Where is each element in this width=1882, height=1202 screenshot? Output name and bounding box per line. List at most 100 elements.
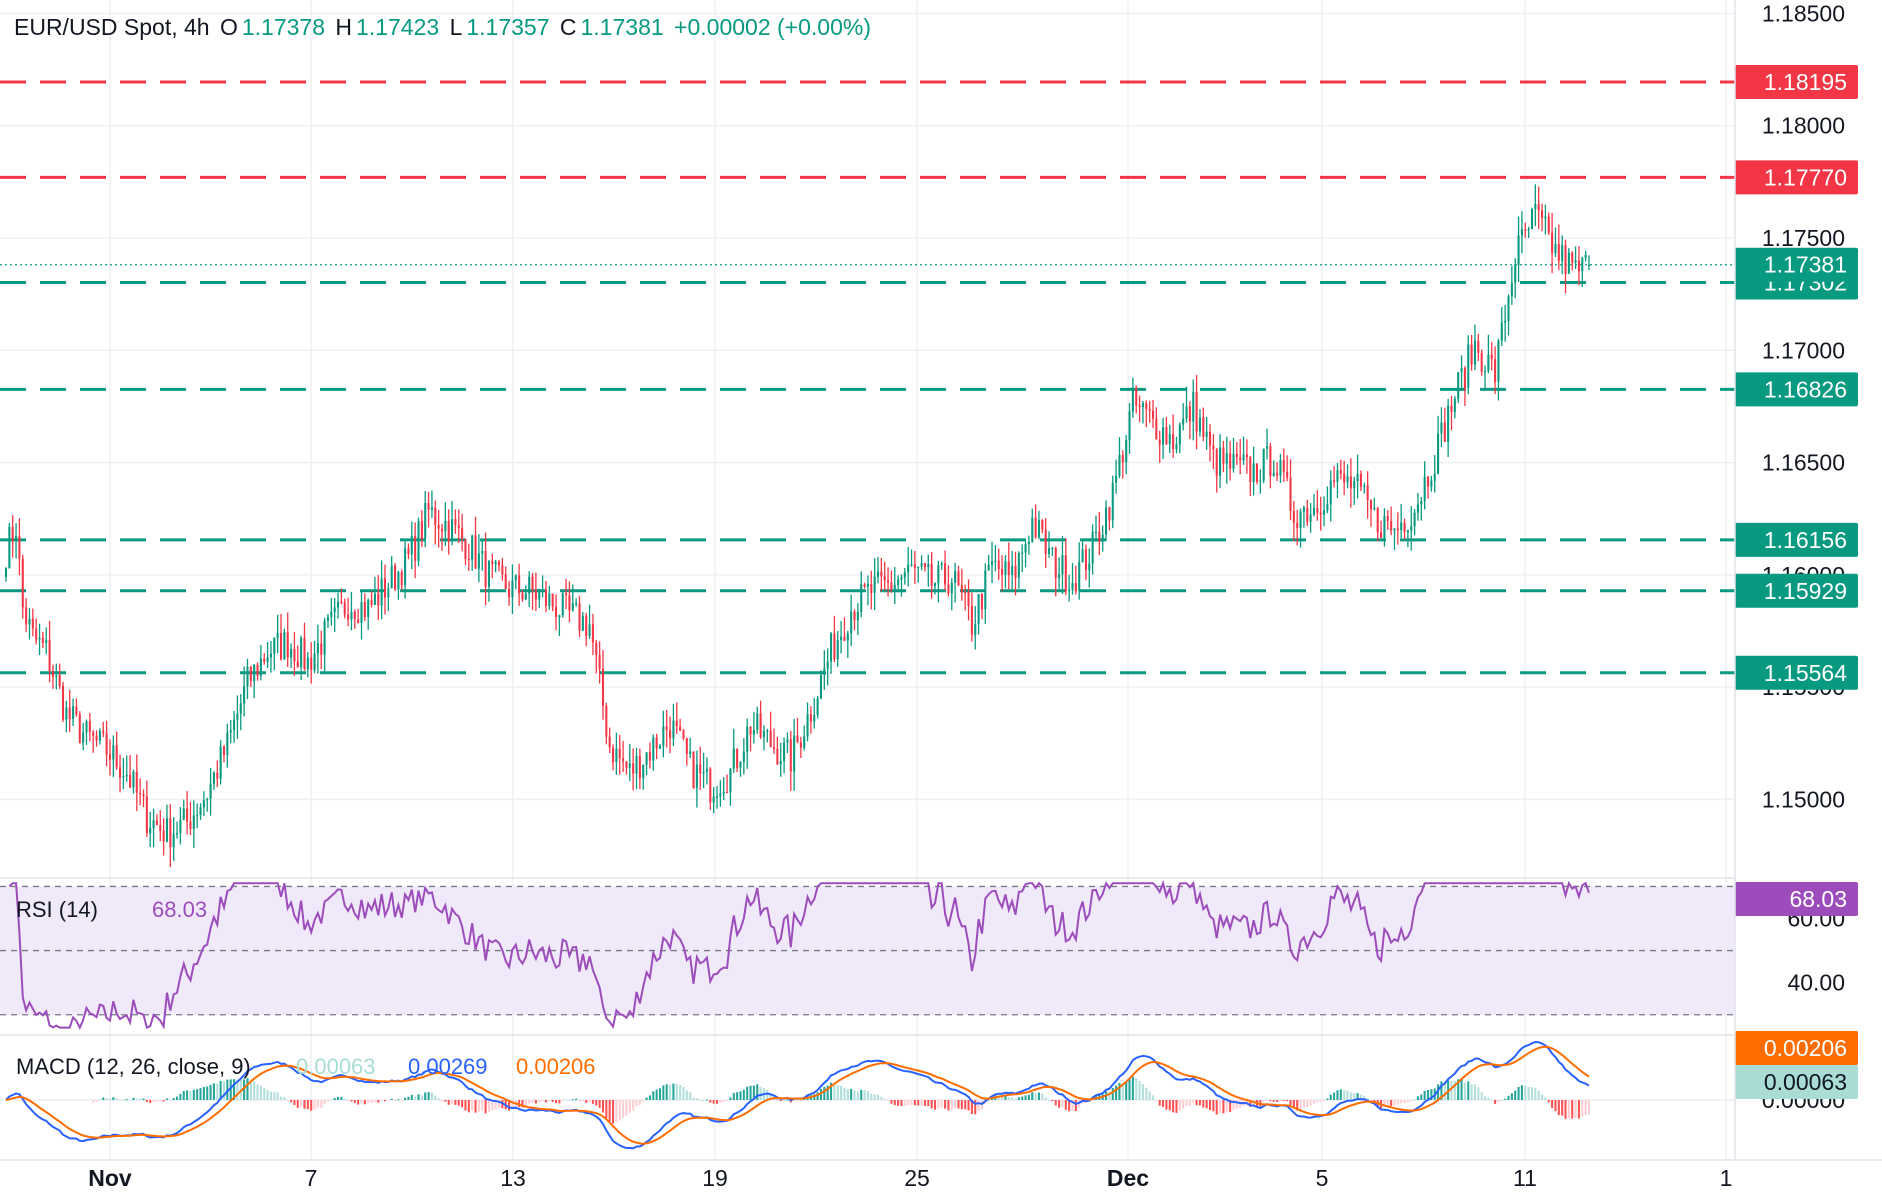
macd-histogram-bar	[1504, 1098, 1507, 1100]
macd-histogram-bar	[866, 1091, 869, 1100]
candle-body	[92, 732, 95, 736]
macd-histogram-bar	[954, 1100, 957, 1109]
candle-body	[41, 637, 44, 643]
resistance-level-badge	[1735, 160, 1858, 195]
macd-hist-badge-text: 0.00063	[1764, 1069, 1847, 1095]
macd-histogram-bar	[1282, 1100, 1285, 1101]
symbol-legend: EUR/USD Spot, 4h O 1.17378 H 1.17423 L 1.17…	[14, 14, 875, 41]
candle-body	[799, 742, 802, 748]
macd-histogram-bar	[625, 1100, 628, 1116]
macd-histogram-bar	[1168, 1100, 1171, 1111]
candle-body	[635, 755, 638, 774]
resistance-level-badge-text: 1.18195	[1764, 69, 1847, 95]
macd-histogram-bar	[652, 1091, 655, 1100]
macd-histogram-bar	[176, 1096, 179, 1100]
macd-histogram-bar	[343, 1098, 346, 1100]
candle-body	[229, 730, 232, 733]
candle-body	[353, 611, 356, 620]
candle-body	[605, 705, 608, 737]
candle-body	[145, 796, 148, 834]
macd-histogram-bar	[1366, 1098, 1369, 1100]
macd-histogram-bar	[243, 1079, 246, 1100]
macd-histogram-bar	[1004, 1095, 1007, 1100]
rsi-value: 68.03	[152, 897, 207, 922]
macd-histogram-bar	[1494, 1100, 1497, 1104]
candle-body	[306, 657, 309, 670]
candle-body	[903, 572, 906, 578]
macd-histogram-bar	[256, 1084, 259, 1100]
candle-body	[883, 576, 886, 581]
candle-body	[591, 624, 594, 643]
macd-histogram-bar	[756, 1084, 759, 1100]
macd-histogram-bar	[612, 1100, 615, 1124]
support-level-badge-text: 1.15929	[1764, 578, 1847, 604]
signal-line	[5, 1045, 1590, 1145]
macd-histogram-bar	[1165, 1100, 1168, 1110]
candle-body	[494, 561, 497, 565]
macd-histogram-bar	[598, 1100, 601, 1108]
candle-body	[850, 611, 853, 634]
candle-body	[330, 612, 333, 618]
candle-body	[427, 502, 430, 510]
candle-body	[266, 657, 269, 662]
rsi-pane: RSI (14) 68.03	[0, 877, 1735, 1030]
macd-histogram-bar	[635, 1100, 638, 1107]
macd-histogram-bar	[494, 1100, 497, 1110]
candle-body	[1319, 512, 1322, 515]
candle-body	[1068, 589, 1071, 592]
rsi-line	[8, 879, 1590, 1030]
candle-body	[1571, 252, 1574, 263]
macd-histogram-bar	[729, 1097, 732, 1100]
candle-body	[806, 714, 809, 737]
macd-histogram-bar	[618, 1100, 621, 1121]
macd-histogram-bar	[568, 1099, 571, 1101]
candle-body	[347, 614, 350, 620]
candle-body	[752, 729, 755, 735]
macd-histogram-bar	[400, 1100, 403, 1101]
macd-histogram-bar	[1292, 1100, 1295, 1109]
candle-body	[521, 593, 524, 600]
macd-histogram-bar	[434, 1095, 437, 1100]
macd-histogram-bar	[1490, 1099, 1493, 1101]
macd-histogram-bar	[226, 1079, 229, 1100]
macd-histogram-bar	[1514, 1090, 1517, 1100]
candle-body	[1017, 553, 1020, 578]
candle-body	[239, 703, 242, 714]
candle-body	[987, 564, 990, 571]
macd-histogram-bar	[783, 1100, 786, 1101]
macd-histogram-bar	[1557, 1100, 1560, 1116]
macd-histogram-bar	[840, 1085, 843, 1100]
candle-body	[558, 615, 561, 618]
macd-histogram-bar	[149, 1100, 152, 1104]
time-tick-label: Nov	[88, 1165, 132, 1191]
candle-body	[172, 834, 175, 848]
candle-body	[1520, 229, 1523, 236]
candle-body	[149, 828, 152, 834]
candle-body	[1356, 473, 1359, 481]
macd-histogram-bar	[249, 1080, 252, 1100]
macd-histogram-bar	[648, 1095, 651, 1100]
candle-body	[746, 726, 749, 752]
macd-histogram-bar	[1396, 1100, 1399, 1106]
candle-body	[856, 612, 859, 621]
candle-body	[689, 751, 692, 754]
candle-body	[1514, 264, 1517, 283]
candle-body	[487, 561, 490, 587]
macd-histogram-bar	[199, 1088, 202, 1100]
macd-histogram-bar	[578, 1100, 581, 1102]
macd-histogram-bar	[1306, 1100, 1309, 1108]
candle-body	[1561, 245, 1564, 262]
macd-histogram-bar	[561, 1100, 564, 1101]
candle-body	[61, 686, 65, 720]
candle-body	[947, 584, 950, 594]
candle-body	[568, 595, 571, 611]
macd-histogram-bar	[538, 1100, 541, 1103]
candle-body	[1386, 516, 1389, 521]
candle-body	[1235, 453, 1238, 458]
macd-histogram-bar	[1058, 1100, 1061, 1108]
candle-body	[762, 731, 766, 738]
candle-body	[1115, 475, 1118, 483]
candle-body	[65, 707, 68, 720]
candle-body	[789, 739, 792, 772]
macd-histogram-bar	[789, 1100, 792, 1103]
